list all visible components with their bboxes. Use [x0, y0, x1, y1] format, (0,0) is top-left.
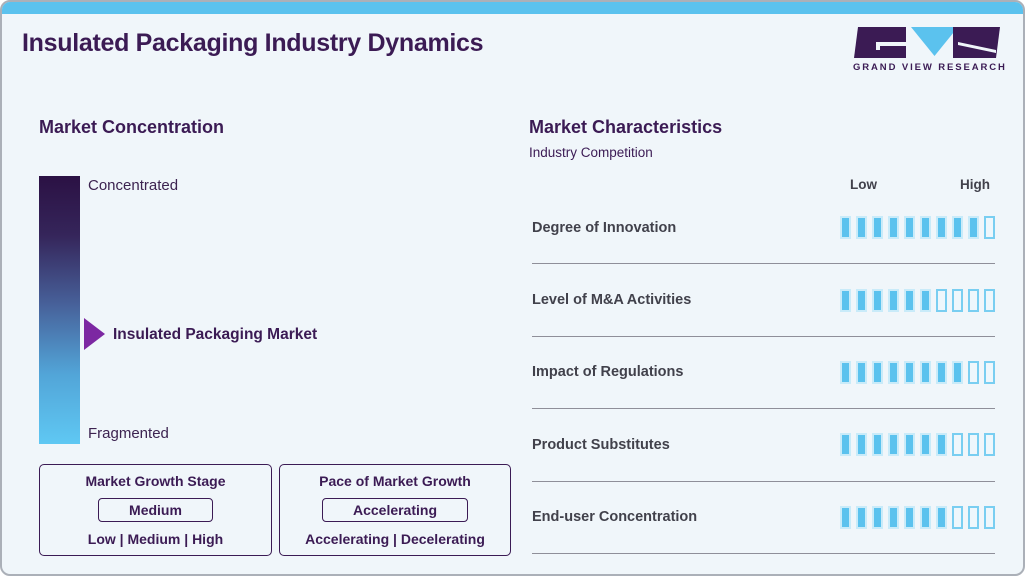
characteristic-rating-bar: [840, 433, 995, 457]
rating-segment-filled: [872, 360, 883, 384]
brand-logo: GRAND VIEW RESEARCH: [853, 27, 1007, 73]
concentration-gradient-bar: [39, 176, 80, 444]
rating-segment-filled: [888, 288, 899, 312]
gvr-logo-icon: [854, 27, 1000, 58]
rating-segment-filled: [888, 216, 899, 240]
characteristic-row: Product Substitutes: [532, 409, 995, 482]
rating-segment-filled: [952, 216, 963, 240]
rating-segment-filled: [920, 433, 931, 457]
market-position-arrow-icon: [84, 318, 105, 350]
rating-segment-filled: [856, 288, 867, 312]
brand-name: GRAND VIEW RESEARCH: [853, 62, 1007, 73]
rating-segment-empty: [984, 505, 995, 529]
rating-segment-empty: [984, 216, 995, 240]
characteristic-label: End-user Concentration: [532, 509, 698, 526]
rating-segment-empty: [968, 433, 979, 457]
growth-stage-value-badge: Medium: [98, 498, 213, 522]
rating-segment-filled: [872, 288, 883, 312]
rating-segment-filled: [840, 288, 851, 312]
characteristic-label: Level of M&A Activities: [532, 292, 692, 309]
rating-segment-filled: [920, 360, 931, 384]
rating-segment-filled: [840, 216, 851, 240]
rating-segment-filled: [856, 433, 867, 457]
characteristic-row: Degree of Innovation: [532, 192, 995, 265]
rating-segment-filled: [920, 505, 931, 529]
rating-segment-empty: [968, 288, 979, 312]
rating-segment-filled: [936, 216, 947, 240]
rating-segment-empty: [968, 360, 979, 384]
rating-segment-filled: [840, 433, 851, 457]
rating-segment-filled: [904, 288, 915, 312]
rating-segment-empty: [952, 433, 963, 457]
top-accent-bar: [2, 2, 1023, 14]
market-growth-pace-box: Pace of Market Growth Accelerating Accel…: [279, 464, 511, 556]
characteristics-list: Degree of Innovation Level of M&A Activi…: [532, 192, 995, 554]
rating-segment-filled: [888, 360, 899, 384]
rating-segment-filled: [856, 505, 867, 529]
rating-segment-filled: [904, 360, 915, 384]
rating-segment-filled: [904, 216, 915, 240]
industry-competition-subheading: Industry Competition: [529, 145, 653, 160]
rating-segment-filled: [968, 216, 979, 240]
rating-segment-empty: [952, 505, 963, 529]
rating-segment-filled: [888, 433, 899, 457]
rating-segment-filled: [904, 433, 915, 457]
growth-pace-options: Accelerating | Decelerating: [305, 531, 485, 547]
rating-segment-filled: [872, 216, 883, 240]
scale-low-label: Low: [850, 177, 877, 192]
market-growth-stage-box: Market Growth Stage Medium Low | Medium …: [39, 464, 272, 556]
characteristic-rating-bar: [840, 505, 995, 529]
rating-segment-empty: [936, 288, 947, 312]
characteristic-row: End-user Concentration: [532, 482, 995, 554]
market-characteristics-heading: Market Characteristics: [529, 117, 723, 137]
concentrated-label: Concentrated: [88, 177, 179, 194]
growth-stage-title: Market Growth Stage: [85, 473, 226, 489]
rating-segment-empty: [984, 288, 995, 312]
characteristic-label: Product Substitutes: [532, 436, 670, 453]
market-position-label: Insulated Packaging Market: [113, 326, 318, 343]
rating-segment-empty: [984, 360, 995, 384]
rating-segment-filled: [936, 505, 947, 529]
rating-segment-filled: [936, 433, 947, 457]
rating-segment-empty: [952, 288, 963, 312]
rating-segment-filled: [952, 360, 963, 384]
characteristic-rating-bar: [840, 216, 995, 240]
rating-segment-empty: [968, 505, 979, 529]
rating-segment-filled: [872, 433, 883, 457]
scale-high-label: High: [960, 177, 990, 192]
rating-segment-filled: [920, 216, 931, 240]
page-title: Insulated Packaging Industry Dynamics: [22, 29, 484, 57]
rating-segment-filled: [888, 505, 899, 529]
rating-segment-filled: [840, 360, 851, 384]
characteristic-row: Level of M&A Activities: [532, 264, 995, 337]
rating-segment-filled: [856, 216, 867, 240]
growth-pace-value-badge: Accelerating: [321, 498, 469, 522]
characteristic-label: Degree of Innovation: [532, 219, 677, 236]
rating-segment-filled: [936, 360, 947, 384]
characteristic-rating-bar: [840, 288, 995, 312]
rating-segment-empty: [984, 433, 995, 457]
characteristic-label: Impact of Regulations: [532, 364, 684, 381]
rating-segment-filled: [872, 505, 883, 529]
growth-pace-title: Pace of Market Growth: [319, 473, 471, 489]
market-concentration-heading: Market Concentration: [39, 117, 225, 137]
rating-segment-filled: [904, 505, 915, 529]
rating-segment-filled: [856, 360, 867, 384]
rating-segment-filled: [840, 505, 851, 529]
growth-stage-options: Low | Medium | High: [87, 531, 224, 547]
rating-segment-filled: [920, 288, 931, 312]
fragmented-label: Fragmented: [88, 425, 169, 442]
characteristic-row: Impact of Regulations: [532, 337, 995, 410]
characteristic-rating-bar: [840, 360, 995, 384]
